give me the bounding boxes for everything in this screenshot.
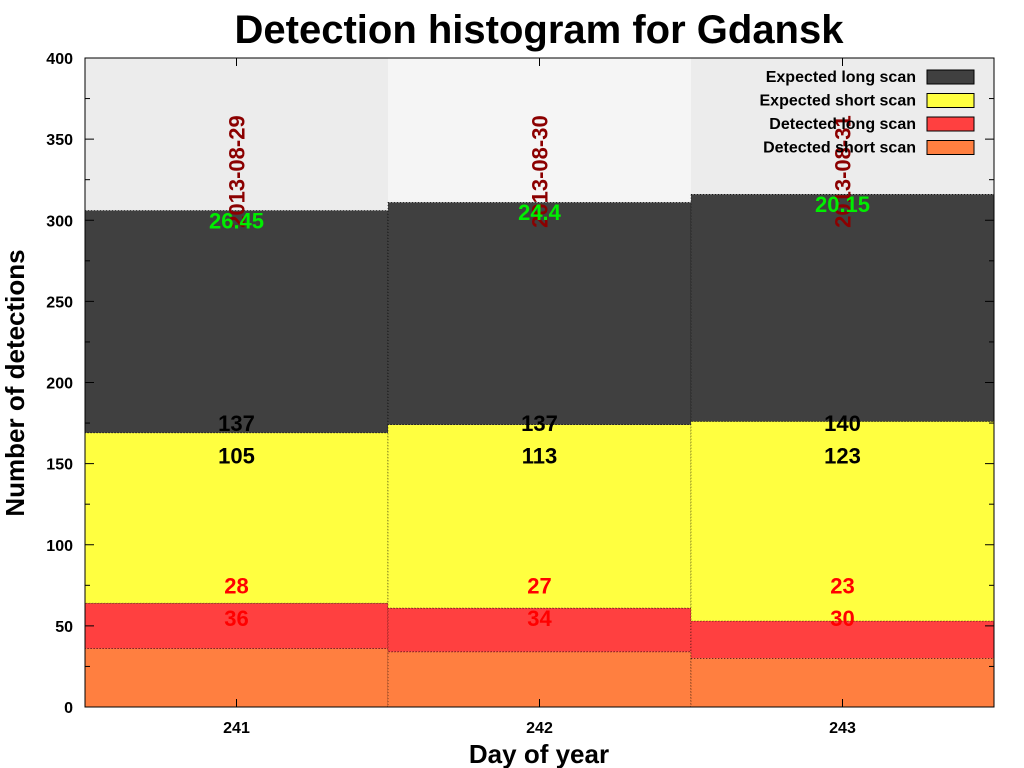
legend: Expected long scan Expected short scan Det…	[760, 69, 975, 157]
detected-short-scan-value: 30	[830, 606, 854, 631]
legend-swatch	[926, 140, 975, 155]
y-tick-label: 400	[46, 51, 73, 68]
legend-swatch	[926, 116, 975, 132]
detected-short-scan-value: 34	[527, 606, 552, 631]
bar-segment	[387, 651, 692, 708]
detected-long-scan-value: 28	[224, 573, 248, 598]
x-tick-label: 243	[829, 720, 856, 737]
y-tick-label: 0	[64, 700, 73, 717]
date-label: 2013-08-31	[831, 115, 856, 228]
bar-segment	[690, 421, 995, 622]
y-axis: 0 50 100 150 200 250 300 350 400	[46, 51, 994, 717]
bar-segment	[84, 432, 389, 604]
legend-swatch	[926, 93, 975, 108]
chart-title: Detection histogram for Gdansk	[235, 8, 845, 52]
y-axis-label: Number of detections	[0, 249, 30, 516]
bar-segment	[387, 607, 692, 653]
expected-long-scan-value: 137	[218, 411, 255, 436]
legend-label: Expected long scan	[766, 69, 916, 86]
x-tick-label: 242	[526, 720, 553, 737]
y-tick-label: 50	[55, 619, 73, 636]
stacked-bars	[84, 193, 995, 708]
bar-segment	[84, 210, 389, 434]
green-value-label: 20.15	[815, 192, 870, 217]
detected-long-scan-value: 23	[830, 573, 854, 598]
date-label: 2013-08-30	[528, 115, 553, 228]
detected-long-scan-value: 27	[527, 573, 551, 598]
expected-long-scan-value: 137	[521, 411, 558, 436]
bar-segment	[84, 602, 389, 649]
legend-swatch	[926, 69, 975, 85]
date-label: 2013-08-29	[225, 115, 250, 228]
green-value-label: 24.4	[518, 200, 562, 225]
expected-short-scan-value: 113	[522, 444, 558, 469]
expected-short-scan-value: 123	[824, 444, 861, 469]
expected-short-scan-value: 105	[218, 444, 255, 469]
detected-short-scan-value: 36	[224, 606, 248, 631]
bar-segment	[690, 193, 995, 422]
y-tick-label: 300	[46, 213, 73, 230]
legend-label: Expected short scan	[760, 93, 917, 110]
y-tick-label: 150	[46, 457, 73, 474]
y-tick-label: 250	[46, 294, 73, 311]
bar-segment	[387, 202, 692, 425]
y-tick-label: 200	[46, 376, 73, 393]
expected-long-scan-value: 140	[824, 411, 861, 436]
bar-segment	[387, 424, 692, 609]
x-axis-label: Day of year	[469, 739, 609, 768]
bar-segment	[690, 658, 995, 708]
legend-label: Detected short scan	[763, 140, 916, 157]
bar-segment	[84, 648, 389, 708]
legend-label: Detected long scan	[769, 116, 916, 133]
x-axis: 241 242 243	[223, 58, 856, 737]
y-tick-label: 100	[46, 538, 73, 555]
green-value-label: 26.45	[209, 208, 264, 233]
y-tick-label: 350	[46, 132, 73, 149]
x-tick-label: 241	[223, 720, 250, 737]
